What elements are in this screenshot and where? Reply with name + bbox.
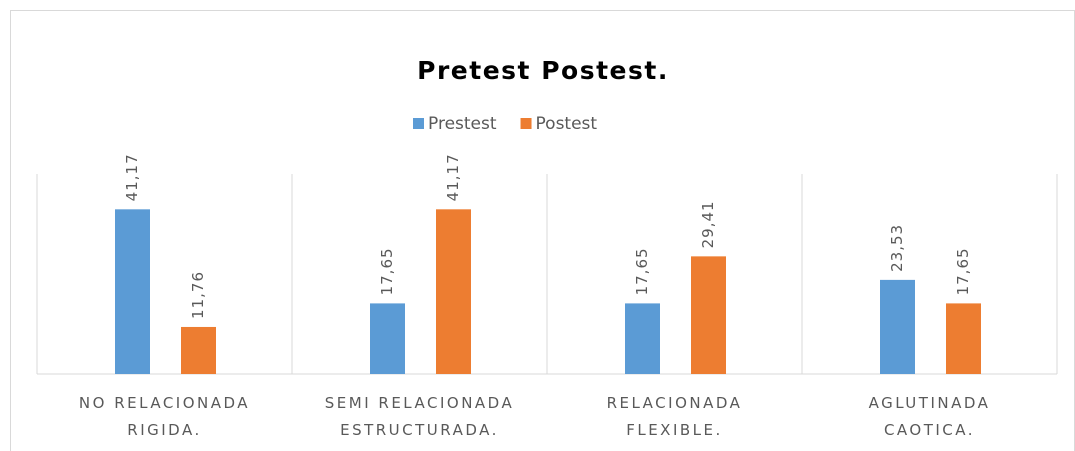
value-label: 29,41 [699,200,717,248]
value-label: 41,17 [444,153,462,201]
x-tick-label: SEMI RELACIONADA ESTRUCTURADA. [324,394,515,439]
bar [115,209,150,374]
bar [436,209,471,374]
bar [946,303,981,374]
x-tick-label: RELACIONADA FLEXIBLE. [606,394,743,439]
bar [625,303,660,374]
bar [880,279,915,374]
bar [181,326,216,374]
value-label: 23,53 [888,224,906,272]
value-label: 17,65 [378,247,396,295]
value-label: 17,65 [954,247,972,295]
x-tick-label: NO RELACIONADA RIGIDA. [78,394,251,439]
bar [691,256,726,374]
legend-swatch [520,118,532,129]
value-label: 41,17 [123,153,141,201]
legend-label: Postest [536,114,598,134]
legend-swatch [413,118,424,129]
value-label: 11,76 [189,271,207,319]
bar [370,303,405,374]
chart-title: Pretest Postest. [417,56,669,85]
x-tick-label: AGLUTINADA CAOTICA. [868,394,991,439]
legend-label: Prestest [428,114,497,134]
value-label: 17,65 [633,247,651,295]
